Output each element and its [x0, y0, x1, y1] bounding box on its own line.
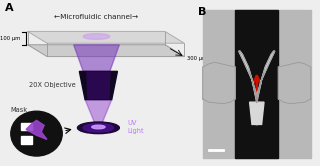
Ellipse shape [83, 34, 110, 39]
Bar [21, 123, 32, 130]
Polygon shape [26, 120, 47, 139]
Polygon shape [79, 71, 117, 100]
Ellipse shape [77, 122, 119, 134]
Text: 20X Objective: 20X Objective [29, 83, 76, 88]
Text: 300 μm: 300 μm [187, 56, 207, 61]
Polygon shape [239, 51, 257, 102]
Ellipse shape [92, 125, 105, 129]
Polygon shape [87, 72, 110, 99]
Text: 100 μm: 100 μm [0, 36, 20, 41]
Polygon shape [74, 45, 119, 71]
Text: B: B [198, 6, 206, 16]
Bar [235, 10, 278, 158]
Circle shape [11, 111, 62, 156]
Polygon shape [257, 51, 275, 102]
Polygon shape [28, 45, 184, 56]
Polygon shape [28, 32, 184, 43]
Polygon shape [203, 62, 235, 104]
Polygon shape [278, 62, 311, 104]
Text: ←Microfluidic channel→: ←Microfluidic channel→ [54, 14, 139, 20]
Bar [21, 136, 32, 144]
Text: A: A [5, 3, 14, 13]
Polygon shape [85, 100, 112, 123]
Text: UV
Light: UV Light [127, 120, 144, 134]
Text: Mask: Mask [11, 107, 28, 113]
Ellipse shape [83, 124, 114, 132]
Polygon shape [250, 102, 264, 124]
